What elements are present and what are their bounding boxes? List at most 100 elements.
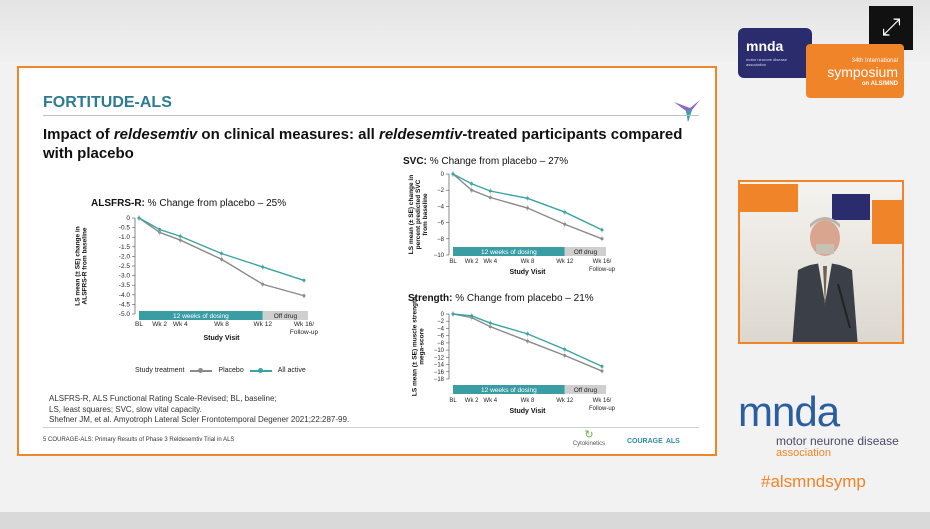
strength-x-tick-label: Wk 12 — [556, 398, 574, 404]
courage-als-logo: COURAGE ALS — [627, 438, 680, 445]
svc-y-tick-label: −6 — [437, 221, 445, 227]
svc-x-tick-label: BL — [449, 259, 457, 265]
strength-point — [526, 339, 529, 343]
svc-point — [470, 188, 474, 192]
strength-point — [451, 312, 455, 316]
svc-x-tick-label: Wk 2 — [465, 259, 479, 265]
alsfrs-y-tick-label: -3.0 — [119, 273, 131, 280]
strength-point — [563, 347, 567, 351]
alsfrs-y-tick-label: -3.5 — [119, 282, 131, 289]
alsfrs-y-tick-label: 0 — [126, 215, 130, 222]
alsfrs-x-tick-label: Wk 16/ — [294, 321, 314, 328]
strength-x-tick-label: Wk 16/ — [593, 398, 612, 404]
expand-icon[interactable]: ⤢ — [869, 6, 913, 50]
svc-point — [488, 189, 492, 193]
svc-x-tick-label: Wk 12 — [556, 259, 574, 265]
legend-active-swatch — [249, 367, 272, 373]
strength-dosing-bar — [453, 385, 565, 394]
cytokinetics-logo: ↻ Cytokinetics — [572, 429, 606, 448]
strength-x-tick-label: Follow-up — [589, 406, 616, 412]
svc-point — [526, 206, 529, 210]
alsfrs-point — [178, 238, 182, 242]
svc-offdrug-bar — [564, 247, 606, 256]
svc-y-axis-label: LS mean (± SE) change inpercent predicte… — [408, 175, 429, 254]
strength-chart-title: Strength: % Change from placebo – 21% — [408, 293, 594, 304]
svc-point — [600, 228, 604, 232]
alsfrs-dosing-bar — [139, 311, 263, 320]
alsfrs-x-tick-label: Wk 2 — [152, 321, 167, 328]
svc-x-tick-label: Wk 8 — [521, 259, 535, 265]
strength-y-axis-label: LS mean (± SE) muscle strengthmega-score — [412, 297, 426, 396]
alsfrs-x-tick-label: Wk 4 — [173, 321, 188, 328]
background-bottom — [0, 512, 930, 529]
slide-subtitle: Impact of reldesemtiv on clinical measur… — [43, 126, 683, 162]
strength-x-tick-label: BL — [449, 398, 457, 404]
speaker-figure — [792, 217, 858, 342]
alsfrs-x-tick-label: Follow-up — [290, 329, 319, 336]
strength-offdrug-bar — [564, 385, 606, 394]
alsfrs-chart-title: ALSFRS-R: % Change from placebo – 25% — [91, 198, 287, 209]
strength-x-tick-label: Wk 4 — [483, 398, 497, 404]
title-divider — [43, 115, 699, 116]
strength-point — [526, 332, 529, 336]
mnda-small-logo: mnda motor neurone disease association — [738, 28, 812, 78]
svc-point — [563, 222, 567, 226]
alsfrs-point — [220, 252, 223, 256]
strength-y-tick-label: −2 — [437, 319, 445, 325]
legend-active: All active — [277, 367, 306, 374]
strength-x-tick-label: Wk 2 — [465, 398, 479, 404]
strength-point — [600, 369, 604, 373]
strength-point — [563, 354, 567, 358]
alsfrs-x-tick-label: Wk 8 — [214, 321, 229, 328]
svc-x-tick-label: Wk 16/ — [593, 259, 612, 265]
alsfrs-offdrug-bar — [262, 311, 308, 320]
alsfrs-x-axis-label: Study Visit — [203, 335, 240, 342]
legend-placebo: Placebo — [218, 367, 244, 374]
svc-point — [563, 210, 567, 214]
slide-footer: 5 COURAGE-ALS: Primary Results of Phase … — [43, 437, 235, 443]
svc-dosing-bar — [453, 247, 565, 256]
strength-y-tick-label: −12 — [434, 355, 445, 361]
svc-y-tick-label: −4 — [437, 204, 445, 210]
strength-y-tick-label: −4 — [437, 326, 445, 332]
alsfrs-y-tick-label: -0.5 — [119, 225, 131, 232]
alsfrs-point — [220, 257, 223, 261]
presentation-slide: FORTITUDE-ALS Impact of reldesemtiv on c… — [17, 66, 717, 456]
strength-y-tick-label: −10 — [434, 348, 445, 354]
alsfrs-y-axis-label: LS mean (± SE) change inALSFRS-R from ba… — [75, 226, 89, 305]
alsfrs-y-tick-label: -2.0 — [119, 253, 131, 260]
alsfrs-y-tick-label: -4.0 — [119, 292, 131, 299]
svc-point — [488, 195, 492, 199]
strength-y-tick-label: −14 — [434, 363, 445, 369]
event-hashtag: #alsmndsymp — [761, 472, 866, 491]
strength-y-tick-label: −8 — [437, 341, 445, 347]
footer-divider — [43, 427, 699, 428]
alsfrs-y-tick-label: -1.5 — [119, 244, 131, 251]
legend-placebo-swatch — [190, 367, 213, 373]
svc-y-tick-label: −2 — [437, 188, 445, 194]
svc-dosing-label: 12 weeks of dosing — [481, 249, 537, 256]
strength-x-axis-label: Study Visit — [509, 408, 546, 415]
svc-offdrug-label: Off drug — [574, 249, 598, 256]
svc-chart-title: SVC: % Change from placebo – 27% — [403, 156, 569, 167]
svc-x-axis-label: Study Visit — [509, 269, 546, 276]
svc-point — [600, 237, 604, 241]
speaker-video — [738, 180, 904, 344]
alsfrs-point — [178, 234, 182, 238]
strength-dosing-label: 12 weeks of dosing — [481, 387, 537, 394]
svc-point — [470, 182, 474, 186]
svc-x-tick-label: Wk 4 — [483, 259, 497, 265]
svc-y-tick-label: 0 — [441, 172, 445, 178]
svc-x-tick-label: Follow-up — [589, 267, 616, 273]
alsfrs-x-tick-label: BL — [135, 321, 143, 328]
alsfrs-y-tick-label: -5.0 — [119, 311, 131, 318]
svc-series-placebo — [452, 173, 603, 240]
strength-series-all-active — [452, 313, 603, 367]
svc-point — [526, 196, 529, 200]
svc-series-all-active — [452, 173, 603, 231]
symposium-logo: 34th International symposium on ALS/MND — [806, 44, 904, 98]
strength-y-tick-label: −18 — [434, 377, 445, 383]
svc-point — [451, 172, 455, 176]
chart-legend: Study treatment Placebo All active — [135, 367, 306, 374]
slide-title: FORTITUDE-ALS — [43, 94, 172, 111]
